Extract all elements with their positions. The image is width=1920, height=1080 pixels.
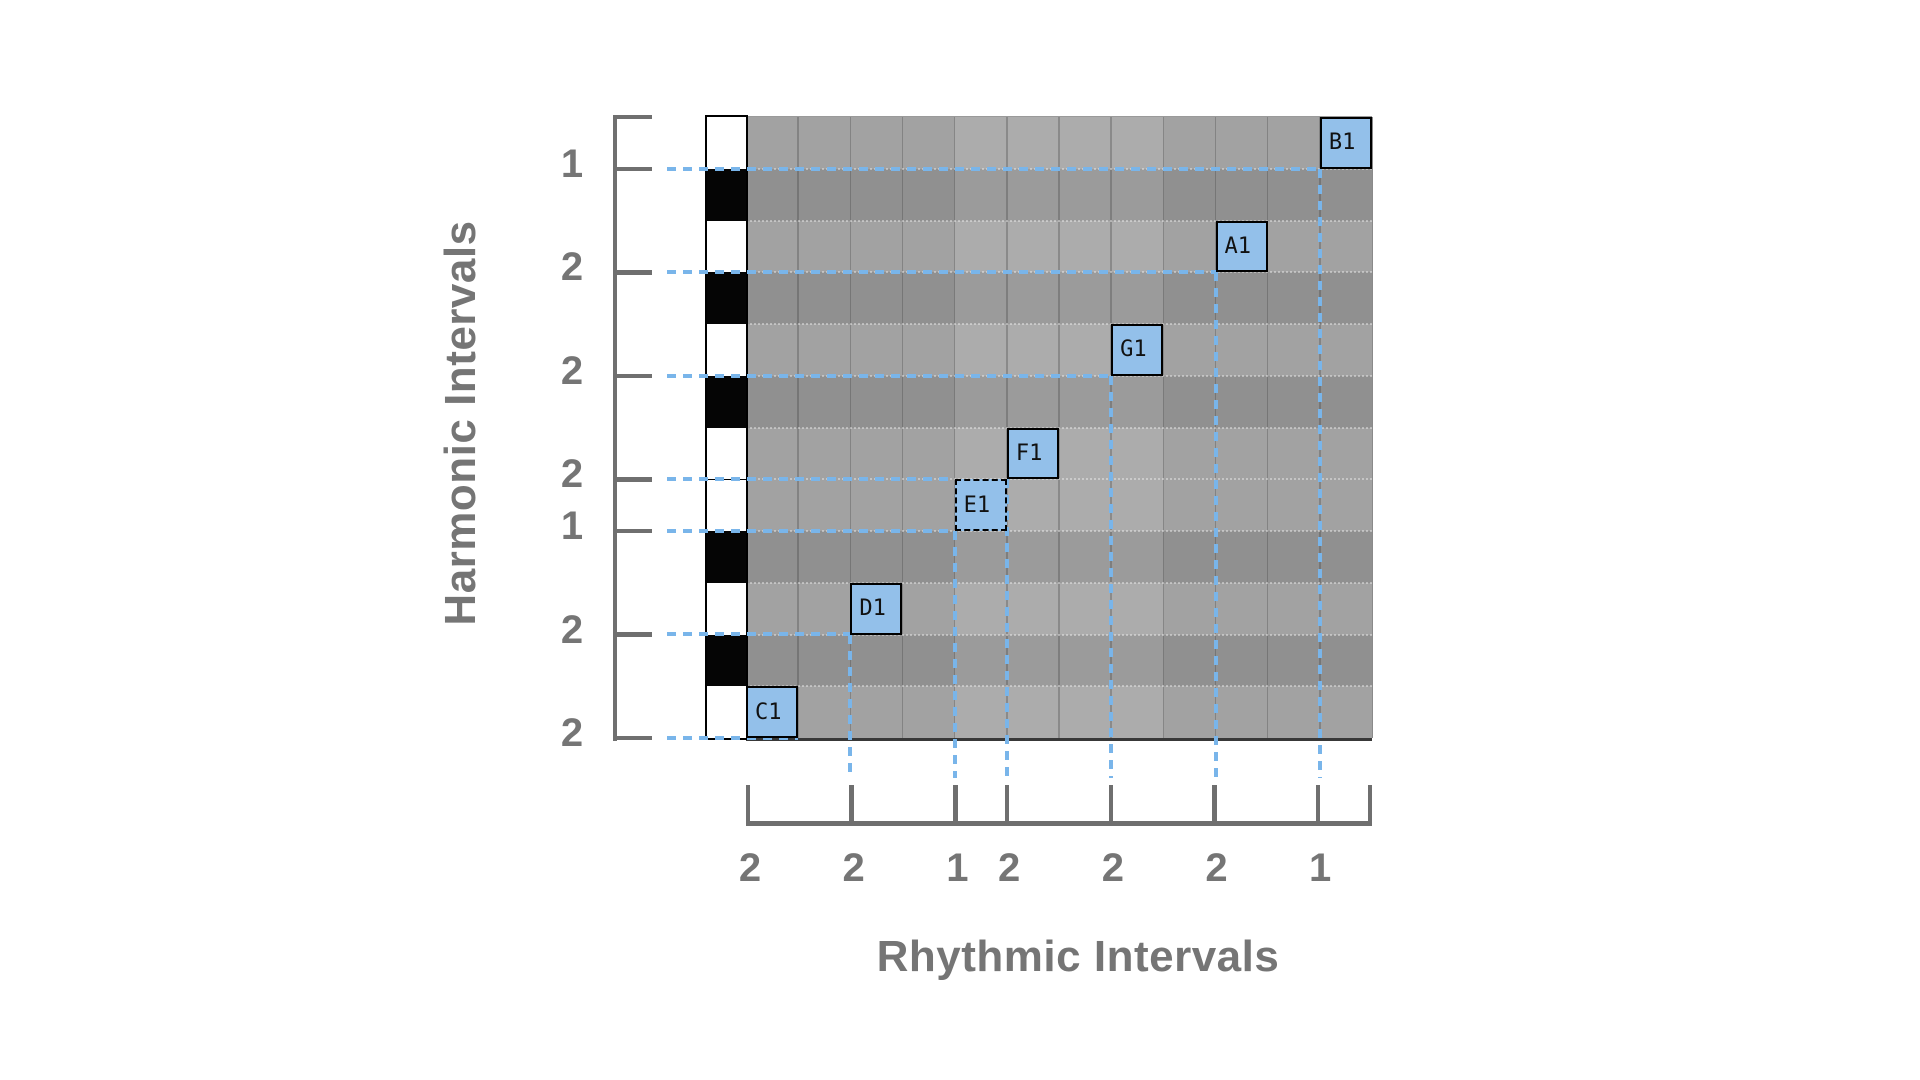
y-tick-label-0: 1: [560, 141, 584, 186]
grid-bottom-border: [746, 737, 1372, 741]
guide-vline-F1: [1004, 479, 1009, 778]
x-axis-tick: [1212, 785, 1217, 826]
piano-key-black-1: [707, 168, 746, 221]
note-label-E1: E1: [963, 492, 991, 518]
x-axis-title: Rhythmic Intervals: [876, 932, 1280, 981]
y-axis-title: Harmonic Intervals: [436, 220, 485, 626]
guide-hline-B1: [667, 166, 1320, 171]
grid-hline: [746, 685, 1372, 688]
y-tick-label-6: 2: [560, 711, 584, 755]
note-label-B1: B1: [1328, 130, 1356, 156]
grid-row-8: [746, 531, 1372, 584]
y-axis-tick: [612, 114, 652, 120]
guide-hline-C1: [667, 735, 799, 740]
note-E1: E1: [954, 479, 1007, 531]
x-axis-line: [748, 821, 1370, 826]
piano-keyboard: [705, 115, 748, 740]
piano-key-black-10: [707, 634, 746, 687]
y-axis-tick: [612, 528, 652, 534]
y-tick-label-3: 2: [560, 452, 584, 497]
grid-row-7: [746, 479, 1372, 532]
x-axis-tick: [1004, 785, 1010, 826]
guide-hline-F1: [667, 477, 955, 482]
y-tick-label-4: 1: [560, 504, 584, 548]
y-tick-label-5: 2: [560, 607, 584, 652]
x-axis-tick: [953, 785, 958, 826]
grid-hline: [746, 633, 1372, 636]
x-axis-tick: [849, 785, 854, 826]
grid-vline: [901, 117, 904, 738]
guide-hline-E1: [667, 528, 955, 533]
guide-vline-B1: [1317, 168, 1322, 778]
guide-hline-A1: [667, 270, 1216, 275]
grid-vline: [797, 117, 799, 738]
y-tick-label-2: 2: [560, 348, 584, 393]
note-label-D1: D1: [859, 596, 886, 622]
note-label-A1: A1: [1224, 233, 1252, 259]
grid-row-3: [746, 272, 1372, 325]
y-axis-tick: [612, 735, 652, 741]
piano-key-black-3: [707, 272, 746, 324]
grid-vline: [849, 117, 852, 738]
x-tick-label-5: 2: [1205, 846, 1228, 890]
x-axis-tick: [1367, 785, 1373, 826]
guide-vline-G1: [1109, 375, 1114, 778]
x-axis-tick: [1108, 785, 1114, 826]
guide-hline-D1: [667, 632, 851, 637]
piano-key-black-5: [707, 375, 746, 428]
grid-hline: [746, 478, 1372, 481]
note-label-C1: C1: [755, 699, 782, 725]
y-axis-tick: [612, 477, 652, 482]
note-F1: F1: [1006, 427, 1059, 480]
y-axis-tick: [612, 270, 652, 275]
grid-vline: [953, 117, 956, 738]
grid-row-4: [746, 324, 1372, 377]
grid-vline: [1266, 117, 1269, 738]
x-axis-tick: [745, 785, 751, 826]
note-A1: A1: [1215, 220, 1268, 273]
grid-hline: [746, 530, 1372, 532]
y-tick-label-1: 2: [560, 245, 584, 290]
guide-vline-E1: [952, 531, 957, 778]
y-axis-line: [612, 115, 618, 741]
note-B1: B1: [1319, 117, 1372, 169]
note-label-G1: G1: [1120, 337, 1147, 363]
x-tick-label-6: 1: [1309, 846, 1332, 890]
grid-right-border: [1371, 117, 1373, 738]
grid-hline: [746, 426, 1372, 429]
grid-vline: [1162, 117, 1165, 738]
note-D1: D1: [850, 582, 903, 635]
grid-row-5: [746, 375, 1372, 428]
y-axis-tick: [612, 632, 652, 637]
y-axis-tick: [612, 373, 652, 378]
x-tick-label-0: 2: [738, 846, 762, 890]
x-tick-label-3: 2: [998, 846, 1021, 890]
note-C1: C1: [746, 686, 799, 738]
x-tick-label-1: 2: [842, 846, 865, 890]
grid-hline: [746, 323, 1372, 325]
grid-row-1: [746, 168, 1372, 221]
x-tick-label-2: 1: [946, 846, 969, 890]
grid-top-border: [746, 115, 1372, 117]
y-axis-tick: [612, 166, 652, 171]
grid-hline: [746, 581, 1372, 584]
guide-vline-D1: [848, 634, 853, 778]
grid-hline: [746, 219, 1372, 222]
note-G1: G1: [1111, 324, 1164, 376]
grid-row-2: [746, 220, 1372, 273]
x-tick-label-4: 2: [1101, 846, 1124, 890]
x-axis-tick: [1315, 785, 1321, 826]
guide-hline-G1: [667, 373, 1112, 378]
guide-vline-A1: [1213, 272, 1218, 778]
piano-key-black-8: [707, 531, 746, 583]
note-label-F1: F1: [1015, 440, 1043, 466]
grid-row-0: [746, 117, 1372, 170]
grid-row-6: [746, 427, 1372, 480]
grid-vline: [1058, 117, 1060, 738]
